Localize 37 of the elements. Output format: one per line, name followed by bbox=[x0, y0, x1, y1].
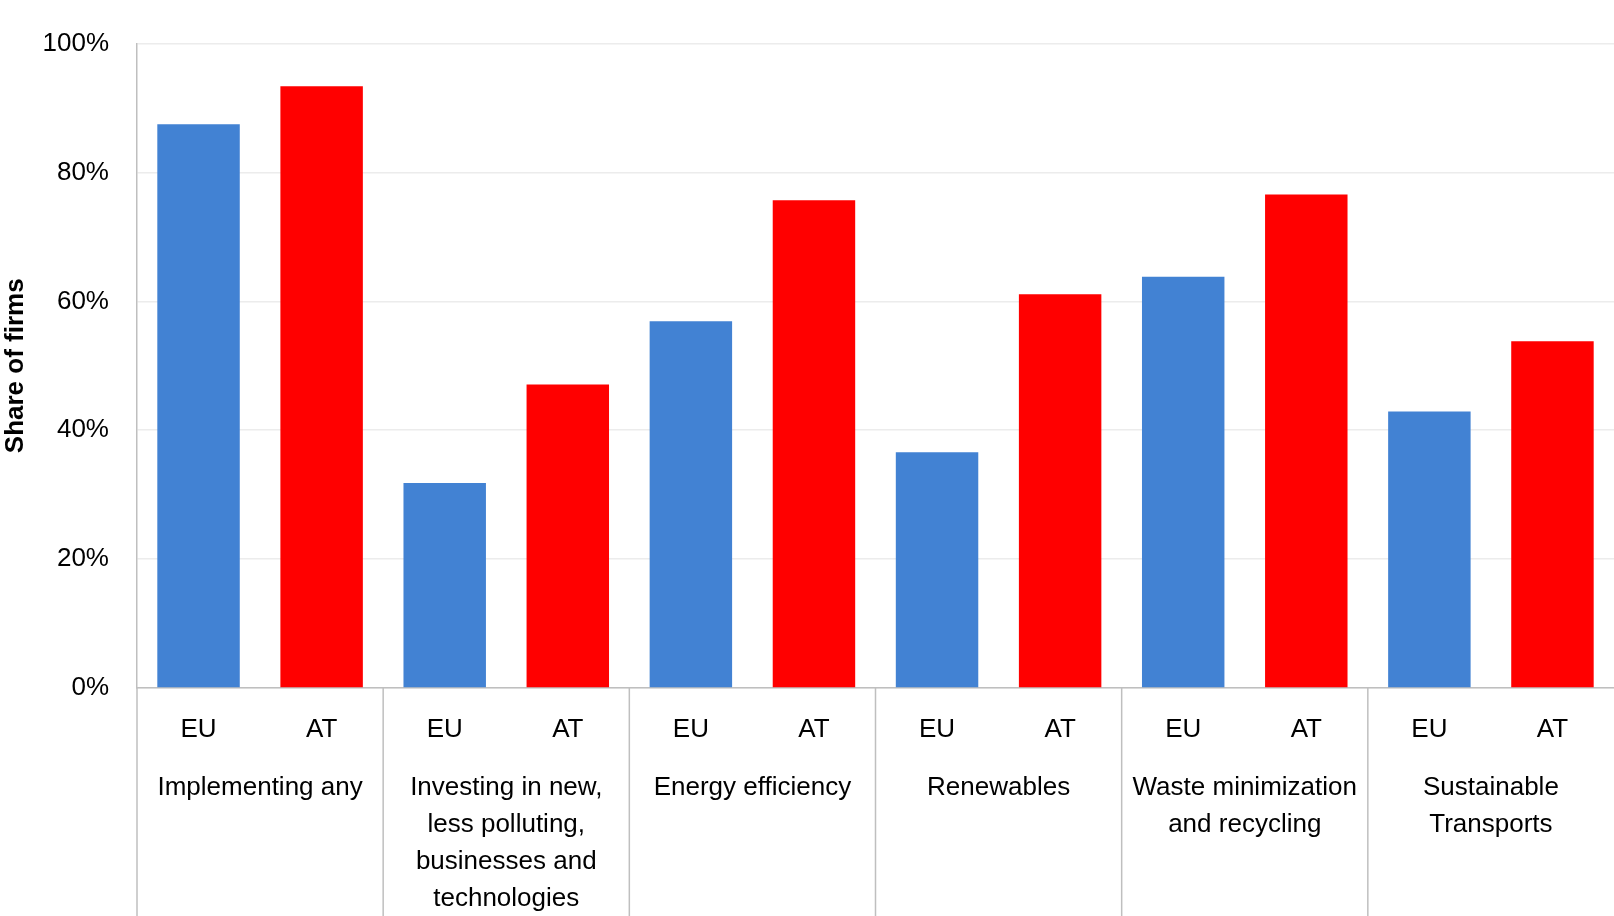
bar bbox=[1141, 276, 1225, 688]
x-tick-label: Renewables bbox=[927, 771, 1071, 802]
bar bbox=[1388, 411, 1471, 688]
x-tick-label: Energy efficiency bbox=[653, 771, 852, 802]
text: AT bbox=[1044, 713, 1076, 744]
x-tick-label: Waste minimization and recycling bbox=[1132, 771, 1357, 839]
y-tick-label: 60% bbox=[56, 284, 109, 315]
bar bbox=[157, 124, 240, 688]
series-label: AT bbox=[305, 713, 338, 744]
bar bbox=[1511, 341, 1594, 688]
text: AT bbox=[798, 713, 830, 744]
bar bbox=[895, 452, 979, 688]
y-tick-label: 80% bbox=[56, 155, 109, 186]
bar bbox=[526, 384, 610, 688]
x-tick-label: Implementing any bbox=[157, 771, 363, 802]
text: AT bbox=[1536, 713, 1569, 744]
text: AT bbox=[1290, 713, 1322, 744]
text: EU bbox=[918, 713, 956, 744]
bar bbox=[1018, 294, 1102, 688]
text: EU bbox=[426, 713, 463, 744]
bar bbox=[280, 86, 363, 688]
y-tick-label: 40% bbox=[56, 413, 109, 444]
x-tick-label: Sustainable Transports bbox=[1422, 771, 1559, 839]
bar bbox=[1265, 194, 1348, 688]
y-axis-title: Share of firms bbox=[0, 278, 29, 454]
y-tick-label: 100% bbox=[42, 26, 109, 57]
y-tick-label: 20% bbox=[56, 542, 109, 573]
text: EU bbox=[1411, 713, 1448, 744]
bar bbox=[649, 321, 733, 688]
text: EU bbox=[672, 713, 709, 744]
text: AT bbox=[552, 713, 584, 744]
bar bbox=[772, 200, 856, 688]
y-tick-label: 0% bbox=[71, 671, 109, 702]
series-label: EU bbox=[180, 713, 217, 744]
x-tick-label: Investing in new, less polluting, businesses and technologies bbox=[410, 771, 603, 913]
text: EU bbox=[1165, 713, 1202, 744]
bar bbox=[403, 483, 486, 688]
